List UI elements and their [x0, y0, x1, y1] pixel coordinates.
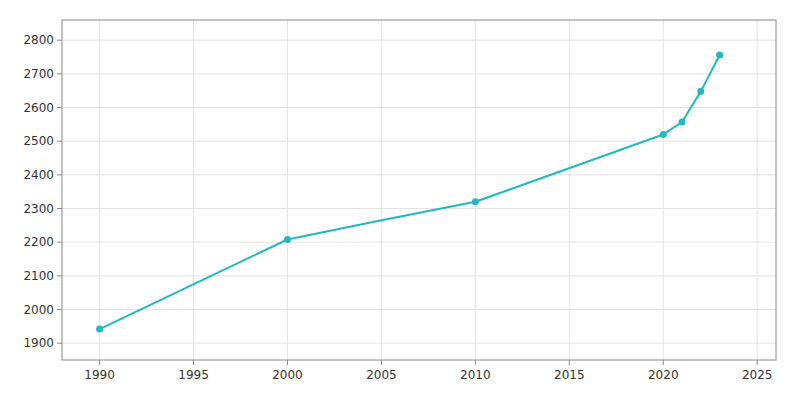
x-grid-line	[287, 20, 288, 360]
x-grid-line	[99, 20, 100, 360]
y-tick-label: 2400	[23, 168, 54, 182]
page: {"chart_data": {"type": "line", "x": [19…	[0, 0, 800, 400]
y-grid-line	[62, 107, 776, 108]
chart-svg: 1990 1995 2000 2005 2010 2015 2020 2025 1900 2000…	[0, 0, 800, 400]
x-tick	[193, 360, 194, 365]
axes: 1990 1995 2000 2005 2010 2015 2020 2025 1900 2000…	[23, 33, 772, 382]
x-tick-label: 1990	[84, 368, 115, 382]
y-tick-label: 2200	[23, 235, 54, 249]
y-tick	[57, 107, 62, 108]
y-grid-line	[62, 40, 776, 41]
x-tick	[475, 360, 476, 365]
x-tick	[757, 360, 758, 365]
x-tick	[663, 360, 664, 365]
x-tick-label: 2020	[648, 368, 679, 382]
y-grid-line	[62, 275, 776, 276]
x-tick	[569, 360, 570, 365]
line	[100, 55, 720, 329]
y-tick-label: 1900	[23, 336, 54, 350]
x-tick-label: 2025	[742, 368, 773, 382]
y-tick-label: 2300	[23, 202, 54, 216]
point	[679, 119, 686, 126]
y-grid-line	[62, 73, 776, 74]
x-tick-label: 2000	[272, 368, 303, 382]
y-tick-label: 2700	[23, 67, 54, 81]
y-tick	[57, 242, 62, 243]
y-tick-label: 2100	[23, 269, 54, 283]
data-layer	[96, 52, 723, 333]
x-grid-line	[757, 20, 758, 360]
x-tick-label: 2015	[554, 368, 585, 382]
point	[716, 52, 723, 59]
x-tick	[287, 360, 288, 365]
x-grid-line	[475, 20, 476, 360]
point	[284, 236, 291, 243]
plot-frame	[62, 20, 776, 360]
point	[697, 88, 704, 95]
point	[96, 326, 103, 333]
y-tick	[57, 174, 62, 175]
y-grid-line	[62, 141, 776, 142]
y-tick-label: 2500	[23, 134, 54, 148]
x-tick-label: 2010	[460, 368, 491, 382]
y-tick	[57, 275, 62, 276]
point	[472, 198, 479, 205]
y-tick	[57, 343, 62, 344]
x-grid-line	[381, 20, 382, 360]
x-tick	[99, 360, 100, 365]
y-tick	[57, 141, 62, 142]
y-tick	[57, 309, 62, 310]
x-tick	[381, 360, 382, 365]
y-grid-line	[62, 309, 776, 310]
y-grid-line	[62, 208, 776, 209]
y-grid-line	[62, 174, 776, 175]
y-tick-label: 2000	[23, 303, 54, 317]
point	[660, 131, 667, 138]
y-tick	[57, 208, 62, 209]
plot-area	[62, 20, 776, 360]
y-tick	[57, 73, 62, 74]
y-tick-label: 2600	[23, 101, 54, 115]
x-grid-line	[193, 20, 194, 360]
x-tick-label: 1995	[178, 368, 209, 382]
grid	[62, 20, 776, 360]
x-tick-label: 2005	[366, 368, 397, 382]
y-grid-line	[62, 343, 776, 344]
y-tick	[57, 40, 62, 41]
y-tick-label: 2800	[23, 33, 54, 47]
y-grid-line	[62, 242, 776, 243]
chart-container: 1990 1995 2000 2005 2010 2015 2020 2025 1900 2000…	[0, 0, 800, 400]
x-grid-line	[663, 20, 664, 360]
x-grid-line	[569, 20, 570, 360]
